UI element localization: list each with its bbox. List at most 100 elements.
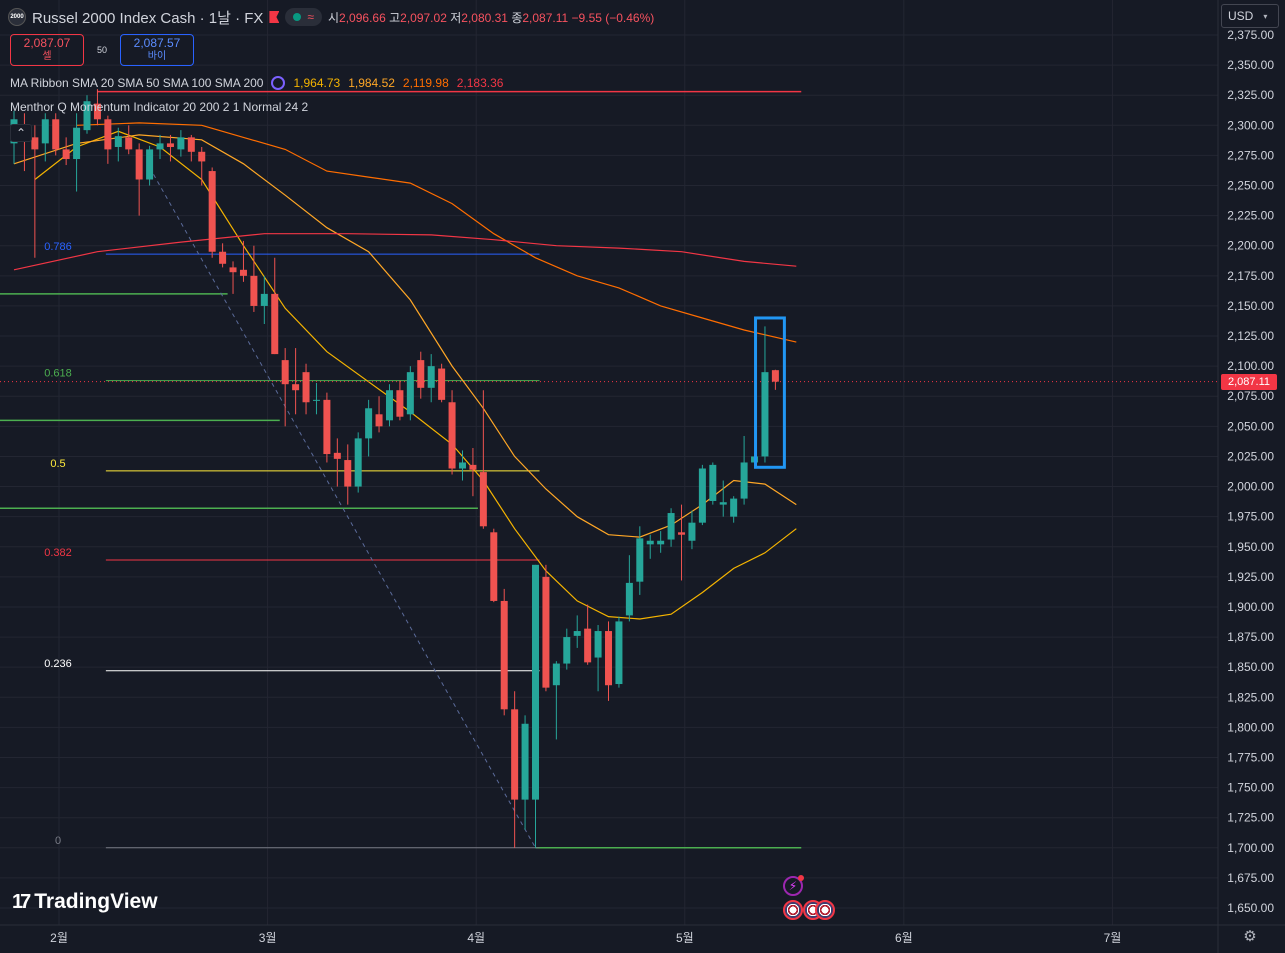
sma20-value: 1,964.73 [293, 76, 341, 90]
candle-body[interactable] [73, 127, 81, 160]
trendline[interactable] [149, 167, 536, 849]
candle-body[interactable] [156, 143, 164, 150]
flag-icon[interactable] [269, 11, 280, 23]
candle-body[interactable] [281, 360, 289, 385]
y-tick-label: 2,150.00 [1227, 299, 1274, 313]
candle-body[interactable] [292, 384, 300, 391]
us-flag-event-icon[interactable] [783, 900, 803, 920]
candle-body[interactable] [146, 149, 154, 180]
candle-body[interactable] [615, 621, 623, 685]
candle-body[interactable] [166, 143, 174, 147]
candle-body[interactable] [333, 452, 341, 459]
candle-body[interactable] [219, 251, 227, 264]
y-tick-label: 2,125.00 [1227, 329, 1274, 343]
candle-body[interactable] [31, 137, 39, 150]
candle-body[interactable] [667, 513, 675, 540]
candle-body[interactable] [312, 399, 320, 401]
symbol-title[interactable]: Russel 2000 Index Cash · 1날 · FX [32, 9, 264, 27]
market-open-dot-icon [293, 13, 302, 21]
candle-body[interactable] [573, 631, 581, 636]
candle-body[interactable] [344, 460, 352, 487]
candle-body[interactable] [396, 390, 404, 417]
settings-gear-icon[interactable]: ⚙ [1243, 928, 1257, 945]
candle-body[interactable] [417, 360, 425, 388]
candle-body[interactable] [198, 151, 206, 162]
candle-body[interactable] [135, 149, 143, 180]
candle-body[interactable] [208, 171, 216, 252]
candle-body[interactable] [563, 637, 571, 664]
candle-body[interactable] [365, 408, 373, 439]
candle-body[interactable] [771, 370, 779, 382]
candle-body[interactable] [52, 119, 60, 150]
candle-body[interactable] [646, 540, 654, 545]
candle-body[interactable] [761, 372, 769, 457]
candle-body[interactable] [271, 293, 279, 355]
candle-body[interactable] [260, 293, 268, 306]
candle-body[interactable] [187, 137, 195, 152]
candle-body[interactable] [406, 372, 414, 415]
candle-body[interactable] [323, 399, 331, 455]
candle-body[interactable] [657, 540, 665, 545]
market-status[interactable]: ≈ [285, 8, 322, 26]
candle-body[interactable] [83, 101, 91, 131]
y-tick-label: 1,900.00 [1227, 600, 1274, 614]
candle-body[interactable] [500, 600, 508, 710]
candle-body[interactable] [62, 149, 70, 160]
ma-ribbon-legend[interactable]: MA Ribbon SMA 20 SMA 50 SMA 100 SMA 200 … [10, 76, 503, 90]
candle-body[interactable] [438, 368, 446, 400]
candle-body[interactable] [552, 663, 560, 686]
candle-body[interactable] [458, 462, 466, 469]
sell-button[interactable]: 2,087.07 셀 [10, 34, 84, 66]
moving-average-line [13, 233, 797, 271]
x-tick-label: 5월 [676, 931, 694, 945]
candle-body[interactable] [114, 136, 122, 147]
candle-body[interactable] [229, 267, 237, 273]
candle-body[interactable] [605, 631, 613, 686]
currency-selector[interactable]: USD ▾ [1221, 4, 1279, 28]
candle-body[interactable] [375, 414, 383, 427]
candle-body[interactable] [302, 372, 310, 403]
candle-body[interactable] [709, 464, 717, 502]
candle-body[interactable] [125, 137, 133, 150]
candle-body[interactable] [490, 532, 498, 601]
candle-body[interactable] [239, 269, 247, 276]
us-flag-event-icon[interactable] [815, 900, 835, 920]
candle-body[interactable] [719, 502, 727, 505]
candle-body[interactable] [250, 275, 258, 306]
high-label: 고 [389, 10, 401, 25]
candle-body[interactable] [41, 119, 49, 144]
candle-body[interactable] [354, 438, 362, 487]
candle-body[interactable] [479, 472, 487, 527]
candle-body[interactable] [625, 582, 633, 616]
candle-body[interactable] [584, 628, 592, 663]
candle-body[interactable] [688, 522, 696, 541]
candle-body[interactable] [698, 468, 706, 523]
candle-body[interactable] [104, 119, 112, 150]
fib-level-label: 0.236 [44, 658, 72, 670]
candle-body[interactable] [93, 103, 101, 120]
candle-body[interactable] [594, 631, 602, 658]
candle-body[interactable] [730, 498, 738, 517]
buy-button[interactable]: 2,087.57 바이 [120, 34, 194, 66]
momentum-legend[interactable]: Menthor Q Momentum Indicator 20 200 2 1 … [10, 100, 308, 114]
event-lightning-icon[interactable]: ⚡ [783, 875, 804, 896]
highlight-box[interactable] [754, 316, 786, 469]
candle-body[interactable] [448, 402, 456, 469]
candle-body[interactable] [177, 137, 185, 150]
candle-body[interactable] [542, 576, 550, 688]
ribbon-settings-icon[interactable] [271, 76, 286, 90]
tradingview-logo[interactable]: 17 TradingView [12, 890, 158, 914]
candle-body[interactable] [532, 564, 539, 800]
collapse-legend-chevron-up-icon[interactable]: ⌃ [10, 124, 32, 142]
candle-body[interactable] [678, 532, 686, 535]
candle-body[interactable] [385, 390, 393, 421]
candle-body[interactable] [427, 366, 435, 388]
candle-body[interactable] [469, 464, 477, 470]
candle-body[interactable] [521, 723, 529, 800]
candle-body[interactable] [636, 538, 644, 582]
candle-body[interactable] [740, 462, 748, 499]
y-tick-label: 1,825.00 [1227, 690, 1274, 704]
candle-body[interactable] [511, 709, 519, 800]
